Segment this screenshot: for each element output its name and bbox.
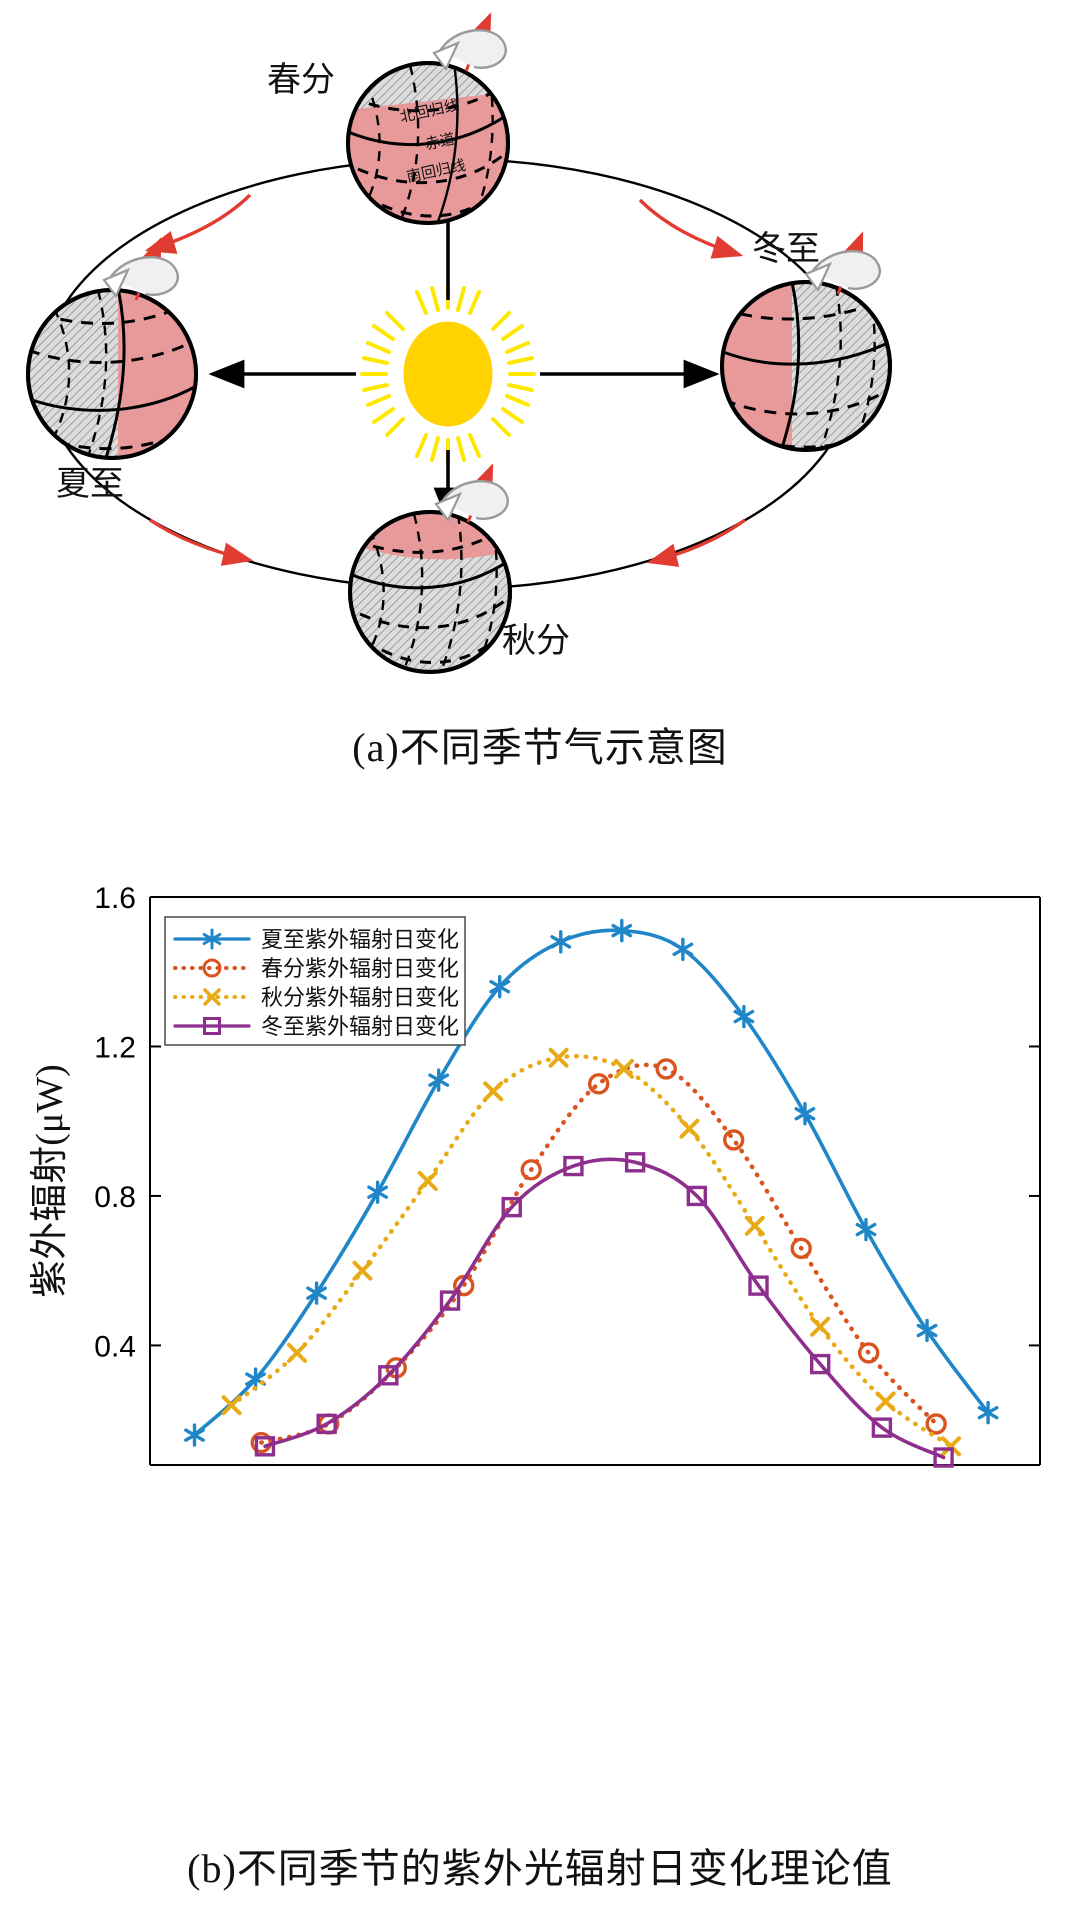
legend-marker-3 [203, 1017, 221, 1035]
data-point-marker [550, 930, 572, 954]
data-point-marker [925, 1413, 947, 1435]
data-point-marker [520, 1159, 542, 1181]
legend-label-1[interactable]: 春分紫外辐射日变化 [261, 956, 459, 981]
globe-title-autumn: 秋分 [502, 622, 570, 660]
series-line [263, 1157, 946, 1460]
data-point-marker [367, 1180, 389, 1204]
data-point-marker [428, 1068, 450, 1092]
caption-panel-a: (a)不同季节气示意图 [352, 725, 728, 770]
legend-marker-1 [202, 958, 222, 978]
data-point-marker [790, 1237, 812, 1259]
data-point-marker [286, 1342, 307, 1363]
globe-spring: 北回归线 赤道 南回归线 [346, 12, 510, 225]
data-point-marker [855, 1217, 877, 1242]
data-point-marker [941, 1436, 961, 1457]
data-point-marker [352, 1260, 373, 1281]
data-point-marker [871, 1417, 893, 1438]
data-point-marker [611, 918, 633, 943]
chart-series-1 [250, 1058, 947, 1454]
globe-summer [26, 237, 198, 460]
data-point-marker [250, 1431, 272, 1454]
globe-autumn [348, 463, 512, 674]
data-point-marker [306, 1281, 327, 1305]
data-point-marker [221, 1395, 242, 1416]
orbit-direction-arrows [144, 193, 746, 567]
data-point-marker [857, 1342, 880, 1364]
data-point-marker [875, 1391, 896, 1412]
data-point-marker [672, 937, 694, 962]
data-point-marker [501, 1196, 522, 1218]
data-point-marker [977, 1400, 999, 1425]
globe-title-winter: 冬至 [752, 230, 820, 268]
legend-label-0[interactable]: 夏至紫外辐射日变化 [261, 927, 459, 952]
data-point-marker [809, 1353, 831, 1375]
data-point-marker [489, 974, 511, 999]
chart-series-0 [184, 918, 999, 1447]
y-tick-label: 0.8 [94, 1181, 136, 1214]
data-point-marker [655, 1058, 677, 1080]
data-point-marker [588, 1073, 610, 1095]
sun [360, 284, 536, 464]
series-line [229, 1053, 954, 1449]
globe-title-summer: 夏至 [56, 466, 124, 503]
data-point-marker [254, 1436, 276, 1457]
data-point-marker [933, 1447, 954, 1468]
data-point-marker [378, 1365, 399, 1386]
data-point-marker [810, 1316, 831, 1337]
data-point-marker [733, 1004, 755, 1029]
y-tick-label: 1.2 [94, 1031, 136, 1064]
data-point-marker [613, 1058, 634, 1079]
data-point-marker [794, 1102, 816, 1126]
data-point-marker [439, 1290, 461, 1311]
y-axis-title: 紫外辐射(μW) [29, 1064, 71, 1298]
legend-marker-2 [203, 988, 221, 1006]
data-point-marker [679, 1118, 700, 1139]
data-point-marker [916, 1318, 938, 1343]
panel-b-uv-chart: 0.4 0.8 1.2 1.6 紫外辐射(μW) 夏至紫外辐射日变化 春分紫外辐射日变化 秋分… [0, 865, 1080, 1825]
legend-label-3[interactable]: 冬至紫外辐射日变化 [261, 1014, 459, 1039]
globe-label-equator: 赤道 [424, 131, 457, 154]
panel-a-seasons-diagram: 北回归线 赤道 南回归线 春分 [0, 0, 1080, 860]
legend-label-2[interactable]: 秋分紫外辐射日变化 [261, 985, 459, 1010]
data-point-marker [184, 1423, 205, 1447]
y-tick-label: 1.6 [94, 882, 136, 915]
data-point-marker [624, 1152, 646, 1173]
globe-title-spring: 春分 [267, 61, 335, 99]
caption-panel-b: (b)不同季节的紫外光辐射日变化理论值 [187, 1846, 893, 1891]
chart-series-2 [221, 1047, 961, 1457]
chart-series-3 [254, 1152, 954, 1468]
data-point-marker [744, 1215, 765, 1236]
data-point-marker [686, 1185, 708, 1207]
legend-marker-0 [202, 928, 222, 950]
y-tick-label: 0.4 [94, 1330, 136, 1363]
data-point-marker [563, 1155, 584, 1177]
data-point-marker [548, 1047, 569, 1068]
data-point-marker [316, 1413, 337, 1435]
data-point-marker [417, 1171, 438, 1191]
data-point-marker [483, 1081, 504, 1102]
series-line [259, 1062, 939, 1445]
data-point-marker [722, 1129, 745, 1151]
data-point-marker [748, 1275, 769, 1296]
